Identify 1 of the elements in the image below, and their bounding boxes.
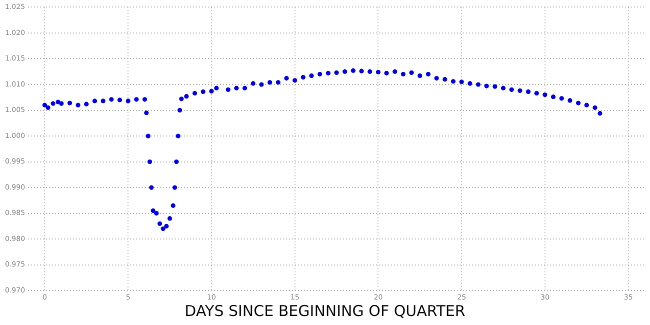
x-axis-title: DAYS SINCE BEGINNING OF QUARTER: [184, 302, 466, 320]
